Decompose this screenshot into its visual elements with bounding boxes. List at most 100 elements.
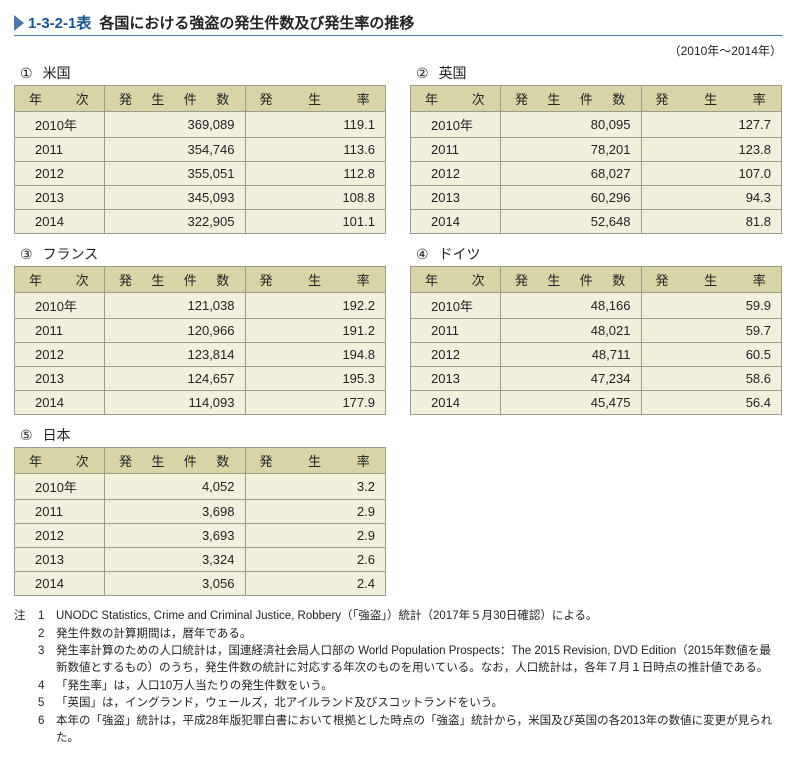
country-name: 米国 (43, 65, 71, 81)
year-cell: 2012 (411, 162, 501, 186)
table-row: 2010年80,095127.7 (411, 112, 782, 138)
title-bar: 1-3-2-1表 各国における強盗の発生件数及び発生率の推移 (14, 12, 782, 36)
note-item: 1UNODC Statistics, Crime and Criminal Ju… (38, 608, 782, 625)
table-row: 2012123,814194.8 (15, 343, 386, 367)
count-cell: 48,711 (501, 343, 642, 367)
rate-cell: 194.8 (245, 343, 386, 367)
col-header: 発生率 (641, 86, 782, 112)
country-name: 英国 (439, 65, 467, 81)
data-table: 年次発生件数発生率2010年369,089119.12011354,746113… (14, 85, 386, 234)
table-block: ④ドイツ年次発生件数発生率2010年48,16659.9201148,02159… (410, 244, 782, 415)
count-cell: 48,166 (501, 293, 642, 319)
year-cell: 2014 (411, 391, 501, 415)
page-title: 各国における強盗の発生件数及び発生率の推移 (99, 12, 414, 33)
col-header: 年次 (15, 86, 105, 112)
note-number: 6 (38, 713, 56, 746)
rate-cell: 2.9 (245, 500, 386, 524)
rate-cell: 81.8 (641, 210, 782, 234)
table-label: ①米国 (14, 63, 386, 83)
count-cell: 121,038 (105, 293, 246, 319)
year-cell: 2013 (411, 186, 501, 210)
count-cell: 124,657 (105, 367, 246, 391)
year-cell: 2010年 (15, 293, 105, 319)
year-range: （2010年～2014年） (14, 42, 782, 59)
col-header: 発生率 (245, 267, 386, 293)
rate-cell: 3.2 (245, 474, 386, 500)
count-cell: 52,648 (501, 210, 642, 234)
col-header: 年次 (15, 448, 105, 474)
rate-cell: 127.7 (641, 112, 782, 138)
table-row: 20133,3242.6 (15, 548, 386, 572)
data-table: 年次発生件数発生率2010年4,0523.220113,6982.920123,… (14, 447, 386, 596)
note-number: 2 (38, 626, 56, 643)
table-row: 20113,6982.9 (15, 500, 386, 524)
count-cell: 120,966 (105, 319, 246, 343)
table-row: 2011120,966191.2 (15, 319, 386, 343)
note-text: 本年の「強盗」統計は，平成28年版犯罪白書において根拠とした時点の「強盗」統計か… (56, 713, 782, 746)
tables-grid: ①米国年次発生件数発生率2010年369,089119.12011354,746… (14, 63, 782, 596)
rate-cell: 94.3 (641, 186, 782, 210)
rate-cell: 119.1 (245, 112, 386, 138)
table-block: ②英国年次発生件数発生率2010年80,095127.7201178,20112… (410, 63, 782, 234)
year-cell: 2014 (15, 210, 105, 234)
col-header: 発生率 (641, 267, 782, 293)
col-header: 年次 (411, 267, 501, 293)
note-text: 「発生率」は，人口10万人当たりの発生件数をいう。 (56, 678, 782, 695)
note-text: UNODC Statistics, Crime and Criminal Jus… (56, 608, 782, 625)
year-cell: 2013 (15, 186, 105, 210)
note-item: 4「発生率」は，人口10万人当たりの発生件数をいう。 (38, 678, 782, 695)
rate-cell: 112.8 (245, 162, 386, 186)
table-row: 2011354,746113.6 (15, 138, 386, 162)
rate-cell: 177.9 (245, 391, 386, 415)
year-cell: 2012 (15, 524, 105, 548)
count-cell: 80,095 (501, 112, 642, 138)
note-text: 発生件数の計算期間は，暦年である。 (56, 626, 782, 643)
note-item: 2発生件数の計算期間は，暦年である。 (38, 626, 782, 643)
table-row: 2014322,905101.1 (15, 210, 386, 234)
col-header: 発生件数 (105, 448, 246, 474)
table-row: 201360,29694.3 (411, 186, 782, 210)
table-marker: ④ (416, 246, 429, 263)
year-cell: 2012 (411, 343, 501, 367)
note-text: 「英国」は，イングランド，ウェールズ，北アイルランド及びスコットランドをいう。 (56, 695, 782, 712)
count-cell: 3,324 (105, 548, 246, 572)
note-number: 1 (38, 608, 56, 625)
table-row: 201347,23458.6 (411, 367, 782, 391)
data-table: 年次発生件数発生率2010年48,16659.9201148,02159.720… (410, 266, 782, 415)
note-item: 5「英国」は，イングランド，ウェールズ，北アイルランド及びスコットランドをいう。 (38, 695, 782, 712)
count-cell: 3,693 (105, 524, 246, 548)
col-header: 発生件数 (105, 86, 246, 112)
year-cell: 2011 (15, 138, 105, 162)
note-item: 3発生率計算のための人口統計は，国連経済社会局人口部の World Popula… (38, 643, 782, 676)
year-cell: 2010年 (15, 474, 105, 500)
rate-cell: 59.7 (641, 319, 782, 343)
table-row: 2014114,093177.9 (15, 391, 386, 415)
col-header: 発生件数 (501, 267, 642, 293)
rate-cell: 2.9 (245, 524, 386, 548)
table-row: 2010年121,038192.2 (15, 293, 386, 319)
country-name: フランス (43, 246, 99, 262)
year-cell: 2014 (15, 572, 105, 596)
count-cell: 3,056 (105, 572, 246, 596)
note-item: 6本年の「強盗」統計は，平成28年版犯罪白書において根拠とした時点の「強盗」統計… (38, 713, 782, 746)
rate-cell: 123.8 (641, 138, 782, 162)
table-code: 1-3-2-1表 (28, 12, 91, 33)
count-cell: 123,814 (105, 343, 246, 367)
year-cell: 2010年 (15, 112, 105, 138)
count-cell: 3,698 (105, 500, 246, 524)
table-row: 2013345,093108.8 (15, 186, 386, 210)
table-row: 201148,02159.7 (411, 319, 782, 343)
count-cell: 345,093 (105, 186, 246, 210)
year-cell: 2010年 (411, 112, 501, 138)
rate-cell: 59.9 (641, 293, 782, 319)
rate-cell: 2.6 (245, 548, 386, 572)
table-row: 201445,47556.4 (411, 391, 782, 415)
col-header: 発生件数 (105, 267, 246, 293)
table-block: ③フランス年次発生件数発生率2010年121,038192.22011120,9… (14, 244, 386, 415)
table-row: 201248,71160.5 (411, 343, 782, 367)
year-cell: 2010年 (411, 293, 501, 319)
table-row: 2010年4,0523.2 (15, 474, 386, 500)
year-cell: 2013 (15, 367, 105, 391)
year-cell: 2014 (15, 391, 105, 415)
note-number: 3 (38, 643, 56, 676)
